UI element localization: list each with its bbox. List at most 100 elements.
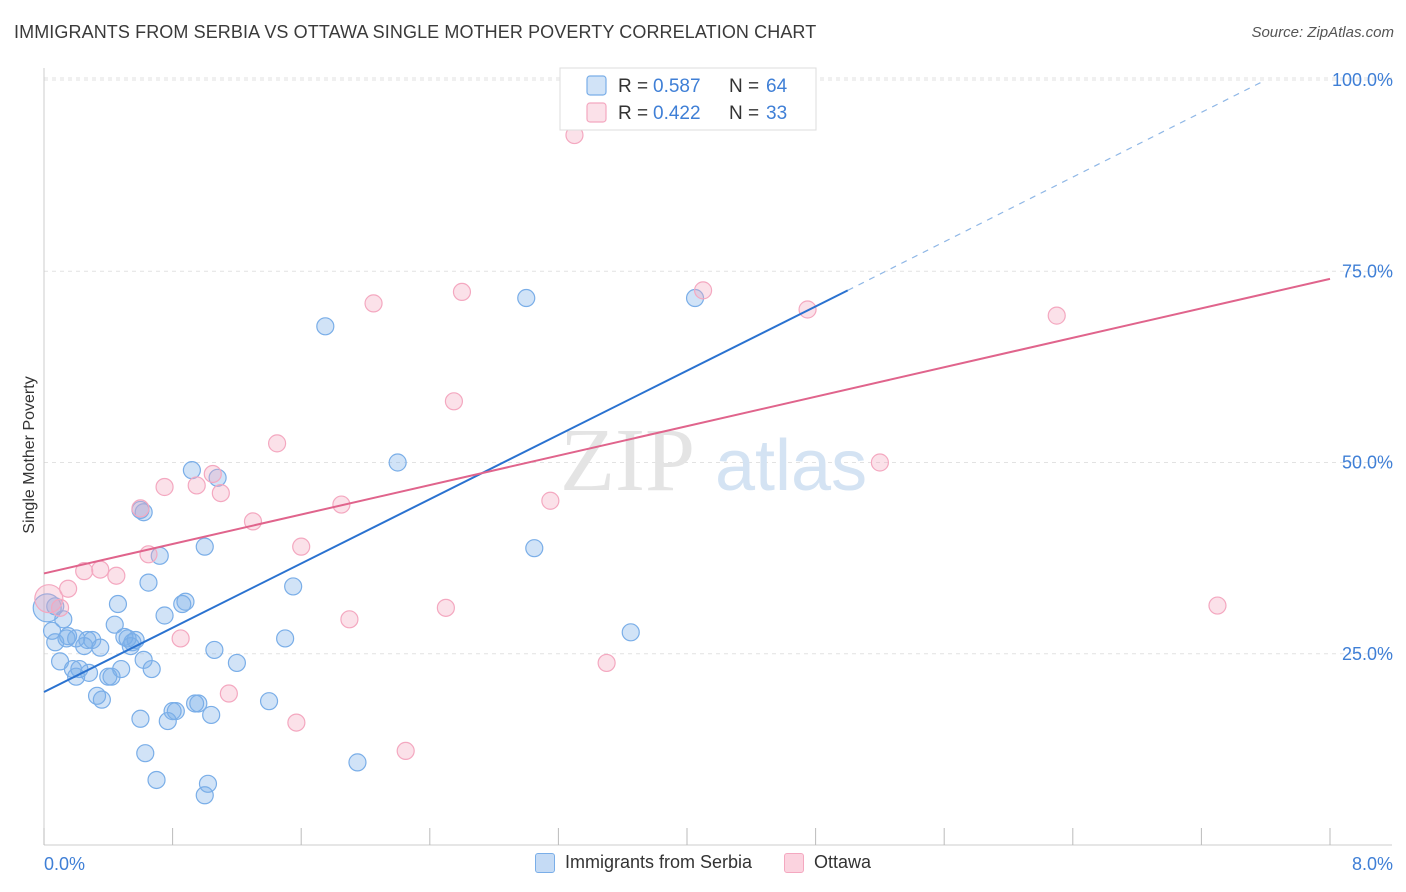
legend-n-value: 33 [766, 103, 787, 124]
y-tick-label: 50.0% [1342, 453, 1393, 473]
point-serbia [105, 615, 124, 634]
trend-lines [43, 79, 1331, 693]
point-ottawa [292, 537, 311, 556]
legend-item-ottawa: Ottawa [784, 852, 871, 873]
point-ottawa [131, 499, 150, 518]
watermark-zip: ZIP [560, 411, 695, 510]
point-serbia [195, 537, 214, 556]
point-serbia [195, 786, 214, 805]
trend-line-ottawa [43, 277, 1331, 575]
point-serbia [227, 653, 246, 673]
point-ottawa [211, 484, 230, 503]
legend-swatch-ottawa [784, 852, 805, 873]
legend-bottom: Immigrants from Serbia Ottawa [0, 852, 1406, 873]
legend-label-ottawa: Ottawa [814, 852, 872, 872]
point-ottawa [75, 562, 94, 581]
point-ottawa [50, 598, 70, 617]
point-ottawa [59, 579, 78, 598]
point-serbia [259, 692, 279, 711]
point-serbia [54, 610, 73, 629]
point-ottawa [340, 610, 359, 629]
point-serbia [189, 694, 208, 713]
point-ottawa [1047, 306, 1066, 325]
point-serbia [348, 753, 367, 772]
point-serbia [166, 702, 185, 721]
point-ottawa [870, 453, 890, 472]
axes: 25.0% 50.0% 75.0% 100.0% 0.0% 8.0% [43, 68, 1393, 874]
watermark-atlas: atlas [715, 426, 867, 506]
x-tick-label: 8.0% [1352, 854, 1393, 874]
trend-line-serbia-extension [847, 79, 1266, 291]
point-serbia [136, 744, 155, 763]
point-serbia [525, 539, 544, 558]
point-serbia [67, 629, 86, 648]
point-ottawa [171, 629, 190, 648]
point-serbia [131, 709, 150, 728]
point-ottawa [155, 477, 174, 497]
legend-swatch-serbia-top [586, 75, 607, 96]
trend-line-serbia [43, 289, 849, 693]
point-ottawa [444, 392, 464, 411]
watermark: ZIP atlas [560, 411, 867, 510]
point-serbia [202, 705, 221, 725]
point-serbia [155, 606, 174, 625]
legend-r-label: R = [618, 76, 648, 97]
point-ottawa [203, 464, 222, 484]
chart-title: IMMIGRANTS FROM SERBIA VS OTTAWA SINGLE … [14, 22, 817, 42]
point-serbia [42, 621, 62, 640]
legend-r-label: R = [618, 103, 648, 124]
legend-n-label: N = [729, 76, 759, 97]
point-ottawa [541, 491, 560, 510]
legend-swatch-ottawa-top [586, 102, 607, 123]
point-serbia [388, 453, 407, 472]
legend-n-label: N = [729, 103, 759, 124]
point-ottawa [1208, 596, 1227, 615]
point-serbia [205, 640, 224, 660]
legend-r-value: 0.587 [653, 76, 701, 97]
legend-n-value: 64 [766, 76, 788, 97]
point-ottawa [693, 281, 713, 300]
grid [44, 77, 1392, 655]
point-ottawa [107, 566, 126, 585]
point-ottawa [267, 434, 287, 453]
point-ottawa [287, 713, 306, 732]
legend-box [559, 67, 817, 131]
point-serbia [102, 667, 121, 686]
legend-swatch-serbia [534, 852, 555, 873]
point-serbia [92, 690, 111, 709]
point-serbia [173, 594, 192, 614]
point-ottawa [597, 653, 616, 673]
legend-label-serbia: Immigrants from Serbia [564, 852, 753, 872]
point-ottawa [436, 598, 455, 617]
point-serbia [621, 623, 640, 642]
source-label: Source: ZipAtlas.com [1251, 24, 1394, 41]
legend-stats: R = 0.587 N = 64 R = 0.422 N = 33 [559, 67, 817, 131]
point-serbia [284, 577, 303, 596]
point-serbia [108, 594, 128, 614]
data-points [32, 125, 1227, 805]
point-ottawa [187, 476, 206, 495]
legend-r-value: 0.422 [653, 103, 701, 124]
y-tick-label: 25.0% [1342, 644, 1393, 664]
point-serbia [517, 288, 536, 308]
point-serbia [182, 461, 201, 480]
point-serbia [142, 659, 161, 679]
point-ottawa [91, 560, 110, 579]
point-serbia [316, 317, 335, 336]
point-ottawa [396, 741, 415, 761]
point-serbia [198, 774, 218, 793]
y-axis-label: Single Mother Poverty [21, 376, 38, 533]
point-serbia [176, 592, 195, 611]
point-serbia [91, 638, 110, 657]
y-tick-label: 75.0% [1342, 261, 1393, 281]
point-ottawa [219, 684, 238, 703]
x-tick-label: 0.0% [44, 854, 85, 874]
point-serbia [276, 629, 295, 648]
point-serbia [147, 770, 166, 790]
y-tick-label: 100.0% [1332, 70, 1393, 90]
point-serbia [139, 573, 158, 592]
legend-item-serbia: Immigrants from Serbia [534, 852, 753, 873]
point-serbia [112, 659, 131, 679]
point-ottawa [364, 294, 383, 313]
